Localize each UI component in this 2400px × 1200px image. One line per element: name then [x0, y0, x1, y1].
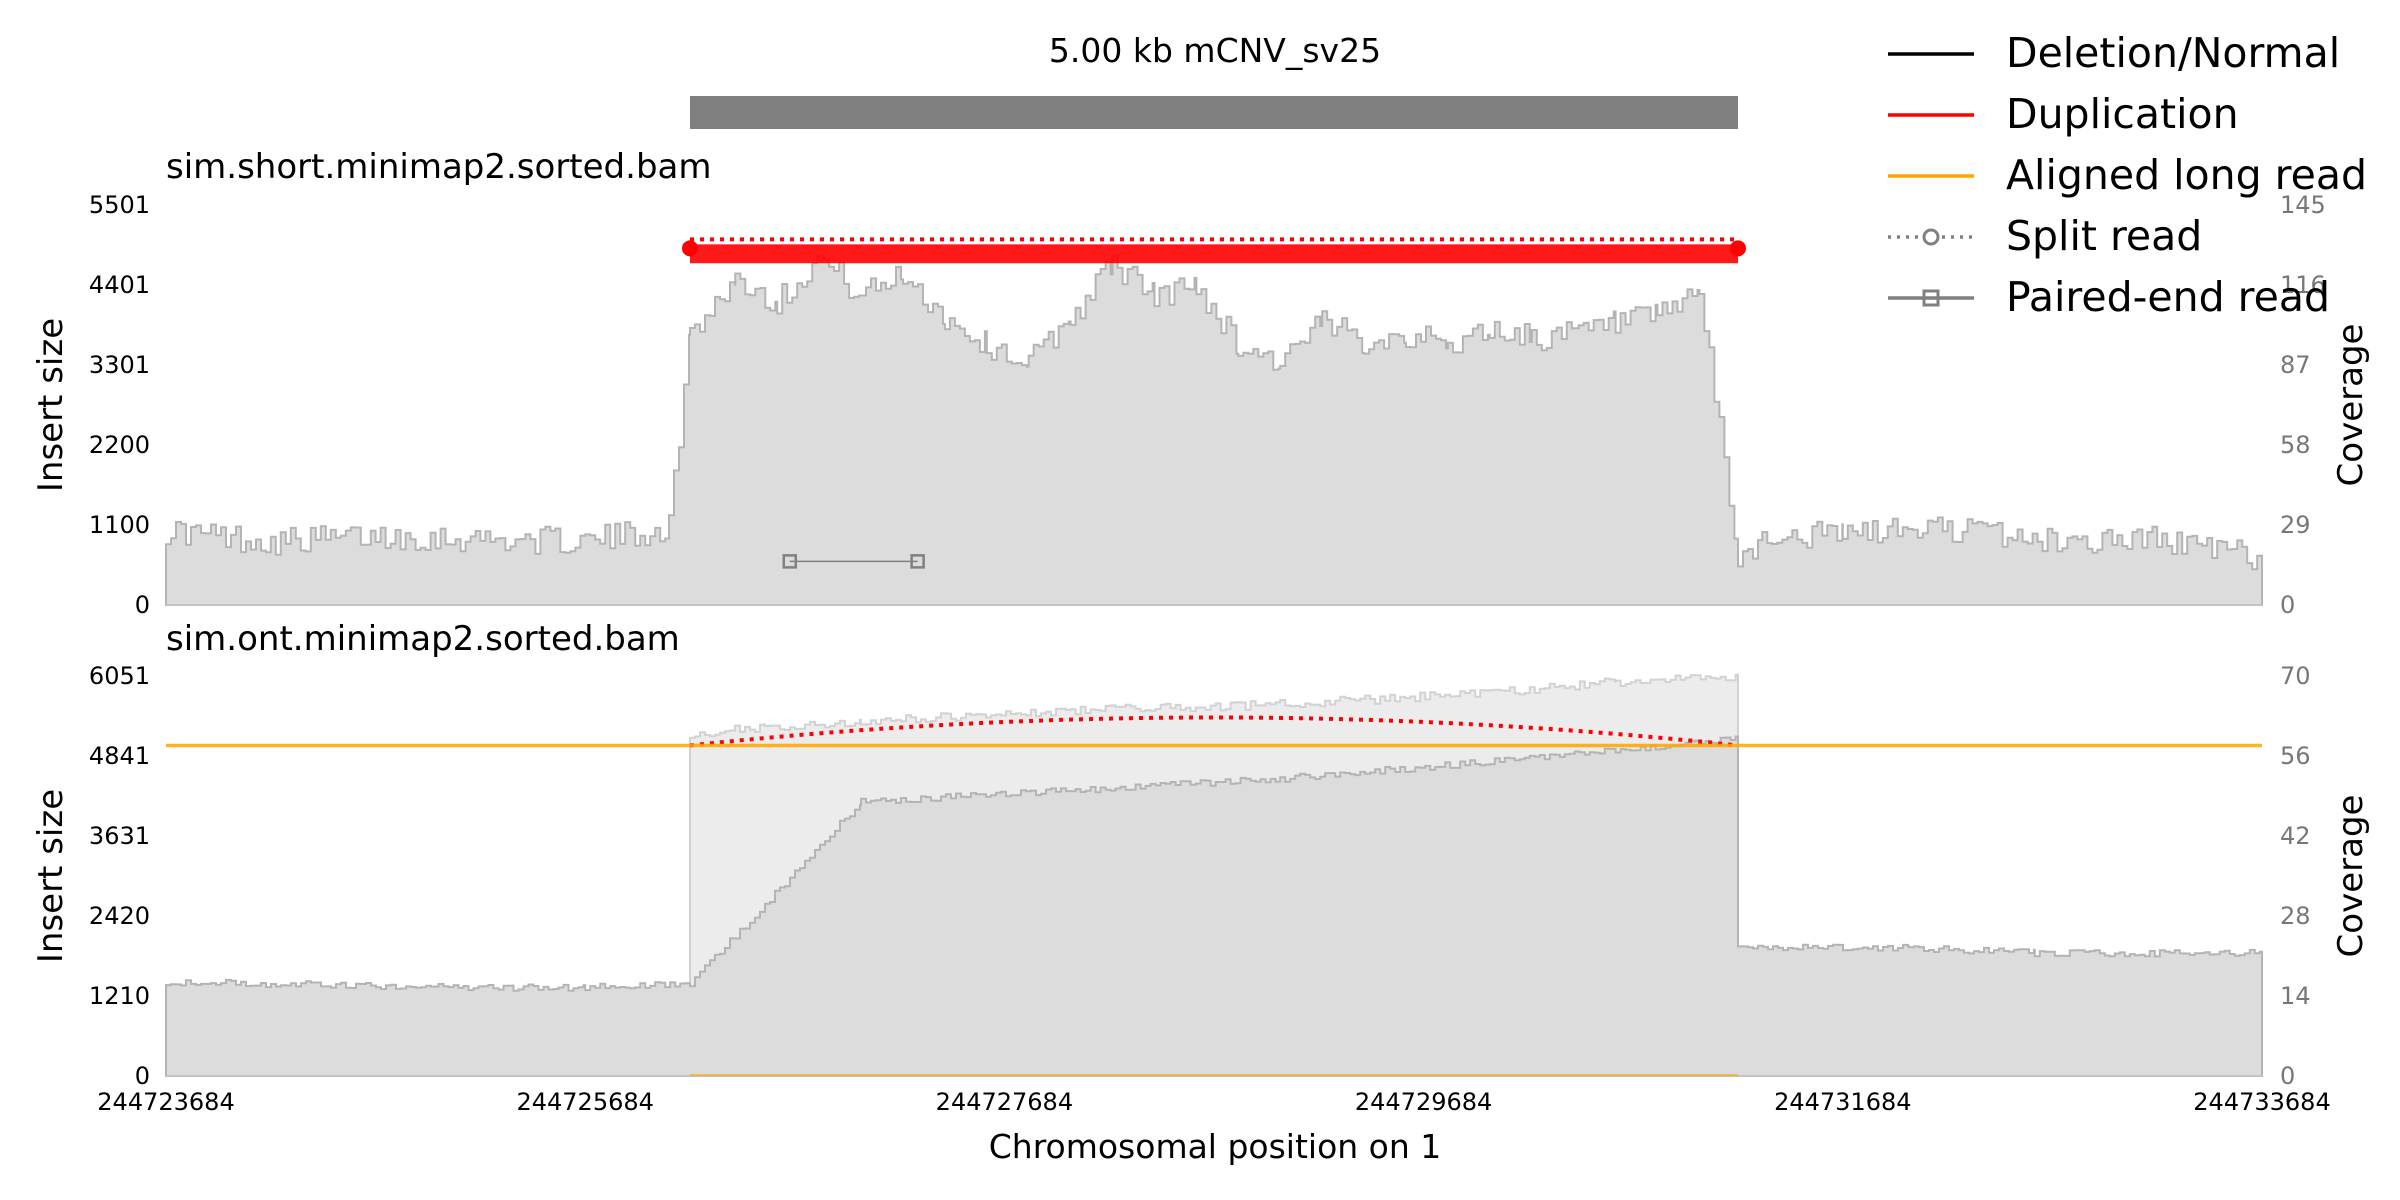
y-tick-label: 3301: [89, 351, 150, 379]
duplication-pair-band: [690, 244, 1738, 264]
y-tick-label: 0: [135, 591, 150, 619]
y-tick-label: 2200: [89, 431, 150, 459]
x-axis-label: Chromosomal position on 1: [989, 1127, 1442, 1166]
y-tick-label: 1100: [89, 511, 150, 539]
sv-region-bar: [690, 96, 1738, 129]
legend-label: Duplication: [2006, 90, 2239, 138]
x-tick-label: 244729684: [1355, 1088, 1492, 1116]
y2-tick-label: 58: [2280, 431, 2311, 459]
y-tick-label: 5501: [89, 191, 150, 219]
duplication-endpoint: [1730, 240, 1746, 257]
y2-tick-label: 29: [2280, 511, 2311, 539]
y-tick-label: 4401: [89, 271, 150, 299]
y2-tick-label: 42: [2280, 822, 2311, 850]
x-tick-label: 244731684: [1774, 1088, 1911, 1116]
legend-marker: [1922, 289, 1940, 307]
y-tick-label: 3631: [89, 822, 150, 850]
panel-short-reads: sim.short.minimap2.sorted.bam Insert siz…: [31, 147, 2371, 619]
y2-tick-label: 87: [2280, 351, 2311, 379]
duplication-endpoint: [682, 240, 698, 257]
x-axis: Chromosomal position on 1 244723684 24472…: [97, 1088, 2330, 1166]
y2-tick-label: 14: [2280, 982, 2311, 1010]
legend-marker: [1922, 228, 1940, 246]
y2-axis-label: Coverage: [2331, 795, 2371, 958]
coverage-area: [165, 254, 2263, 606]
chart-title: 5.00 kb mCNV_sv25: [1049, 31, 1381, 70]
y2-tick-label: 0: [2280, 1062, 2295, 1090]
legend-label: Split read: [2006, 212, 2202, 260]
y-tick-label: 1210: [89, 982, 150, 1010]
y2-tick-label: 0: [2280, 591, 2295, 619]
panel-title: sim.ont.minimap2.sorted.bam: [166, 619, 680, 659]
legend: Deletion/Normal Duplication Aligned long r…: [1888, 29, 2367, 321]
y-tick-label: 0: [135, 1062, 150, 1090]
y-axis-label: Insert size: [31, 318, 71, 492]
y-tick-label: 2420: [89, 902, 150, 930]
y2-tick-label: 28: [2280, 902, 2311, 930]
y-tick-label: 4841: [89, 742, 150, 770]
x-tick-label: 244727684: [936, 1088, 1073, 1116]
y2-tick-label: 56: [2280, 742, 2311, 770]
legend-label: Deletion/Normal: [2006, 29, 2340, 77]
x-tick-label: 244723684: [97, 1088, 234, 1116]
panel-title: sim.short.minimap2.sorted.bam: [166, 147, 711, 187]
y-tick-label: 6051: [89, 662, 150, 690]
paired-end-marker: [782, 554, 798, 569]
y-axis-label: Insert size: [31, 789, 71, 963]
x-tick-label: 244725684: [516, 1088, 653, 1116]
y2-tick-label: 116: [2280, 271, 2326, 299]
y2-tick-label: 145: [2280, 191, 2326, 219]
paired-end-marker: [910, 554, 925, 569]
panel-long-reads: sim.ont.minimap2.sorted.bam Insert size …: [31, 619, 2371, 1090]
coverage-area: [165, 735, 2263, 1077]
y2-tick-label: 70: [2280, 662, 2311, 690]
x-tick-label: 244733684: [2193, 1088, 2330, 1116]
legend-label: Paired-end read: [2006, 273, 2330, 321]
legend-label: Aligned long read: [2006, 151, 2367, 199]
y2-axis-label: Coverage: [2331, 324, 2371, 487]
